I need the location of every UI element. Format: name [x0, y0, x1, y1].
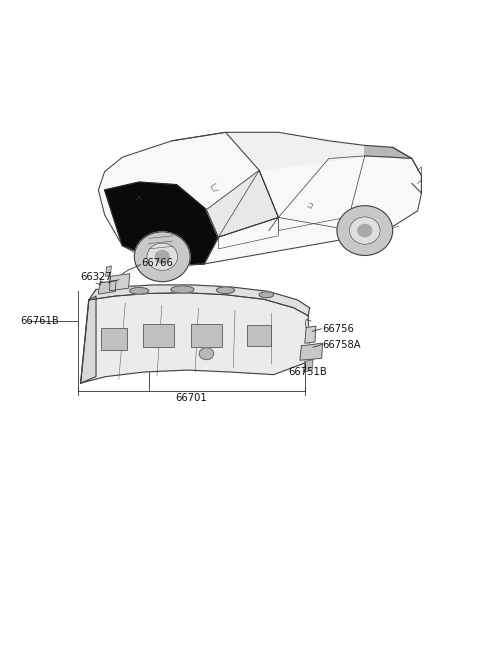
Polygon shape — [206, 170, 278, 237]
Ellipse shape — [349, 217, 380, 244]
FancyBboxPatch shape — [248, 325, 271, 346]
Text: 66327: 66327 — [81, 272, 112, 282]
Ellipse shape — [216, 287, 235, 293]
Polygon shape — [106, 266, 111, 276]
Polygon shape — [81, 296, 96, 383]
Polygon shape — [105, 182, 218, 265]
Polygon shape — [226, 132, 393, 170]
Polygon shape — [81, 293, 310, 383]
Text: 66766: 66766 — [142, 258, 173, 269]
Text: 66758A: 66758A — [323, 339, 361, 350]
Polygon shape — [303, 360, 313, 372]
Polygon shape — [305, 326, 316, 343]
Ellipse shape — [199, 348, 214, 360]
Polygon shape — [300, 343, 323, 360]
FancyBboxPatch shape — [143, 324, 174, 347]
Ellipse shape — [147, 243, 178, 271]
Polygon shape — [365, 145, 412, 159]
FancyBboxPatch shape — [191, 324, 222, 347]
Text: 66756: 66756 — [323, 324, 354, 334]
Text: 66751B: 66751B — [288, 367, 327, 377]
Ellipse shape — [337, 206, 393, 255]
Ellipse shape — [130, 288, 149, 294]
Polygon shape — [98, 132, 421, 265]
Text: 66701: 66701 — [176, 393, 207, 403]
Text: 66761B: 66761B — [20, 316, 59, 326]
Polygon shape — [89, 285, 310, 316]
FancyBboxPatch shape — [101, 328, 127, 350]
Polygon shape — [109, 274, 130, 291]
Ellipse shape — [134, 232, 190, 282]
Ellipse shape — [171, 286, 194, 293]
Polygon shape — [98, 280, 116, 294]
Ellipse shape — [259, 291, 274, 297]
Ellipse shape — [156, 250, 169, 263]
Ellipse shape — [358, 224, 372, 237]
